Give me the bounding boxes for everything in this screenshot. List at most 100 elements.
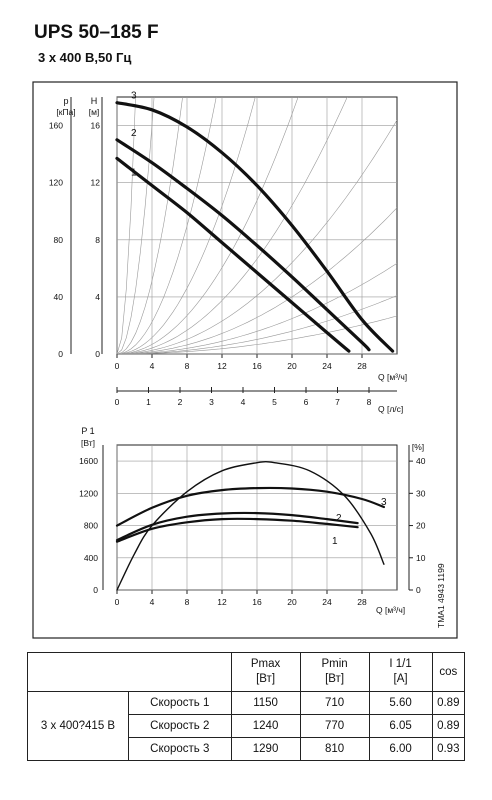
top-x-tick-label: 12	[217, 361, 227, 371]
bottom-y-tick-label: 800	[84, 521, 98, 531]
top-x2-tick-label: 4	[241, 397, 246, 407]
header-pmin-label: Pmin	[321, 658, 348, 670]
top-x2-tick-label: 0	[115, 397, 120, 407]
speed-cell: Скорость 3	[128, 737, 232, 761]
bottom-y-left-label-line1: P 1	[81, 426, 94, 436]
pmax-cell: 1290	[230, 737, 301, 761]
top-y-tick-label: 4	[95, 292, 100, 302]
cos-cell: 0.89	[431, 714, 466, 738]
table-row: Скорость 2 1240 770 6.05 0.89	[28, 714, 466, 738]
top-x-tick-label: 20	[287, 361, 297, 371]
bottom-x-tick-label: 0	[115, 597, 120, 607]
table-header-row: Pmax [Вт] Pmin [Вт] I 1/1 [A] cos	[27, 652, 466, 692]
power-curve-1	[115, 517, 359, 543]
top-x-tick-label: 28	[357, 361, 367, 371]
top-x2-tick-label: 7	[335, 397, 340, 407]
head-curve-2	[115, 138, 371, 352]
table-row: 3 x 400?415 В Скорость 1 1150 710 5.60 0…	[27, 691, 466, 761]
table-row: Скорость 3 1290 810 6.00 0.93	[28, 737, 466, 761]
header-pmax-unit: [Вт]	[256, 673, 276, 685]
bottom-y-right-label: [%]	[412, 442, 424, 452]
header-empty-cell	[27, 652, 232, 692]
power-curve-label: 1	[332, 536, 338, 547]
power-curve-3	[115, 486, 385, 527]
pmax-cell: 1150	[230, 691, 301, 715]
top-x2-tick-label: 3	[209, 397, 214, 407]
top-y-left-tick-label: 120	[49, 178, 63, 188]
system-curve	[117, 97, 299, 354]
header-cos: cos	[431, 652, 466, 692]
chart-frame	[32, 81, 458, 639]
bottom-y2-tick-label: 0	[416, 585, 421, 595]
speed-cell: Скорость 1	[128, 691, 232, 715]
speed-cell: Скорость 2	[128, 714, 232, 738]
header-current: I 1/1 [A]	[368, 652, 433, 692]
pmax-cell: 1240	[230, 714, 301, 738]
system-curve	[117, 315, 397, 354]
header-pmin-unit: [Вт]	[325, 673, 345, 685]
top-x2-tick-label: 6	[304, 397, 309, 407]
page-title: UPS 50–185 F	[34, 22, 159, 43]
stamp-text: TMA1 4943 1199	[436, 563, 446, 628]
top-y-left-tick-label: 160	[49, 121, 63, 131]
specs-table: Pmax [Вт] Pmin [Вт] I 1/1 [A] cos 3 x 40…	[27, 652, 466, 761]
system-curve	[117, 119, 397, 354]
top-x-tick-label: 16	[252, 361, 262, 371]
bottom-x-tick-label: 20	[287, 597, 297, 607]
head-curve-1	[115, 156, 351, 353]
bottom-y-tick-label: 0	[93, 585, 98, 595]
bottom-y2-tick-label: 10	[416, 553, 426, 563]
pmin-cell: 770	[299, 714, 370, 738]
power-curve-efficiency	[116, 461, 385, 591]
bottom-x-tick-label: 4	[150, 597, 155, 607]
cos-cell: 0.89	[431, 691, 466, 715]
system-curve	[117, 97, 183, 354]
power-curve-2	[115, 511, 359, 542]
cos-cell: 0.93	[431, 737, 466, 761]
bottom-x-tick-label: 8	[185, 597, 190, 607]
top-y-tick-label: 8	[95, 235, 100, 245]
header-current-label: I 1/1	[389, 658, 412, 670]
bottom-y-tick-label: 1200	[79, 488, 98, 498]
bottom-x-tick-label: 12	[217, 597, 227, 607]
top-x-tick-label: 4	[150, 361, 155, 371]
system-curve	[117, 295, 397, 354]
top-x2-tick-label: 8	[367, 397, 372, 407]
bottom-y-tick-label: 1600	[79, 456, 98, 466]
current-cell: 6.05	[368, 714, 433, 738]
bottom-y2-tick-label: 20	[416, 521, 426, 531]
top-x-tick-label: 0	[115, 361, 120, 371]
top-y-left-label-line2: [кПа]	[56, 107, 75, 117]
header-pmax-label: Pmax	[250, 658, 281, 670]
bottom-x-tick-label: 16	[252, 597, 262, 607]
top-y-left-tick-label: 80	[54, 235, 64, 245]
top-y-left-tick-label: 0	[58, 349, 63, 359]
current-cell: 5.60	[368, 691, 433, 715]
head-curve-label: 3	[131, 91, 137, 102]
top-y-left-label-line1: p	[63, 96, 68, 106]
system-curve	[117, 97, 217, 354]
top-y-right-label-line2: [м]	[89, 107, 100, 117]
header-pmin: Pmin [Вт]	[299, 652, 370, 692]
page-subtitle: 3 x 400 В,50 Гц	[38, 50, 132, 65]
bottom-y-tick-label: 400	[84, 553, 98, 563]
system-curve	[117, 97, 348, 354]
top-y-tick-label: 12	[91, 178, 101, 188]
bottom-y2-tick-label: 40	[416, 456, 426, 466]
top-x2-tick-label: 2	[178, 397, 183, 407]
header-current-unit: [A]	[393, 673, 408, 685]
top-y-left-tick-label: 40	[54, 292, 64, 302]
current-cell: 6.00	[368, 737, 433, 761]
top-y-right-label-line1: H	[91, 96, 98, 106]
power-curve-label: 2	[336, 513, 342, 524]
top-y-tick-label: 16	[91, 121, 101, 131]
system-curve	[117, 97, 256, 354]
voltage-cell: 3 x 400?415 В	[27, 691, 129, 761]
header-pmax: Pmax [Вт]	[230, 652, 301, 692]
system-curve	[117, 263, 397, 354]
bottom-x-tick-label: 28	[357, 597, 367, 607]
top-x-tick-label: 8	[185, 361, 190, 371]
top-x2-tick-label: 1	[146, 397, 151, 407]
pmin-cell: 710	[299, 691, 370, 715]
top-x2-tick-label: 5	[272, 397, 277, 407]
